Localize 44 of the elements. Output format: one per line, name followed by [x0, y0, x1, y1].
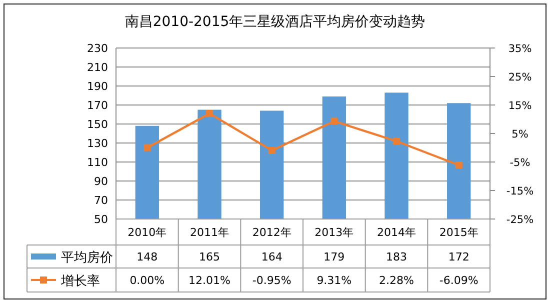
chart-title: 南昌2010-2015年三星级酒店平均房价变动趋势	[124, 14, 426, 30]
point	[268, 146, 276, 154]
x-tick-label: 2013年	[314, 226, 354, 239]
y-tick-label: 170	[87, 99, 108, 112]
data-label: 12.01%	[188, 274, 230, 287]
data-label: 172	[448, 250, 470, 264]
x-tick-label: 2014年	[377, 226, 416, 239]
point	[393, 138, 400, 145]
x-tick-label: 2015年	[439, 226, 478, 239]
data-label: 179	[324, 250, 345, 264]
y2-tick-label: -15%	[506, 186, 534, 198]
data-label: 183	[386, 250, 407, 264]
y-tick-label: 190	[87, 80, 108, 93]
y-tick-label: 210	[87, 61, 108, 74]
x-tick-label: 2011年	[190, 226, 229, 239]
y-tick-label: 230	[87, 42, 108, 55]
y-tick-label: 130	[87, 137, 108, 150]
data-label: 164	[261, 250, 282, 264]
legend-label: 平均房价	[61, 250, 113, 266]
x-tick-label: 2010年	[128, 226, 167, 239]
point	[206, 110, 213, 118]
data-label: 0.00%	[130, 274, 165, 287]
y-tick-label: 70	[94, 194, 108, 207]
y2-tick-label: 15%	[508, 100, 532, 112]
data-label: -0.95%	[252, 274, 292, 287]
data-label: 9.31%	[316, 274, 352, 287]
y2-tick-label: 5%	[512, 128, 528, 140]
data-label: 148	[136, 250, 158, 264]
point	[330, 118, 338, 125]
y2-tick-label: 35%	[508, 43, 532, 55]
y2-tick-label: -25%	[506, 214, 534, 226]
point	[455, 162, 462, 169]
y-tick-label: 150	[87, 118, 108, 131]
data-label: -6.09%	[439, 274, 478, 287]
y-tick-label: 90	[94, 175, 108, 188]
y-tick-label: 110	[87, 156, 108, 169]
data-label: 165	[199, 250, 220, 264]
data-label: 2.28%	[379, 274, 414, 287]
y2-tick-label: -5%	[510, 157, 530, 169]
y-tick-label: 50	[94, 213, 108, 226]
x-tick-label: 2012年	[252, 226, 292, 239]
y2-tick-label: 25%	[508, 72, 532, 84]
point	[144, 144, 151, 152]
legend-label: 增长率	[60, 273, 100, 289]
